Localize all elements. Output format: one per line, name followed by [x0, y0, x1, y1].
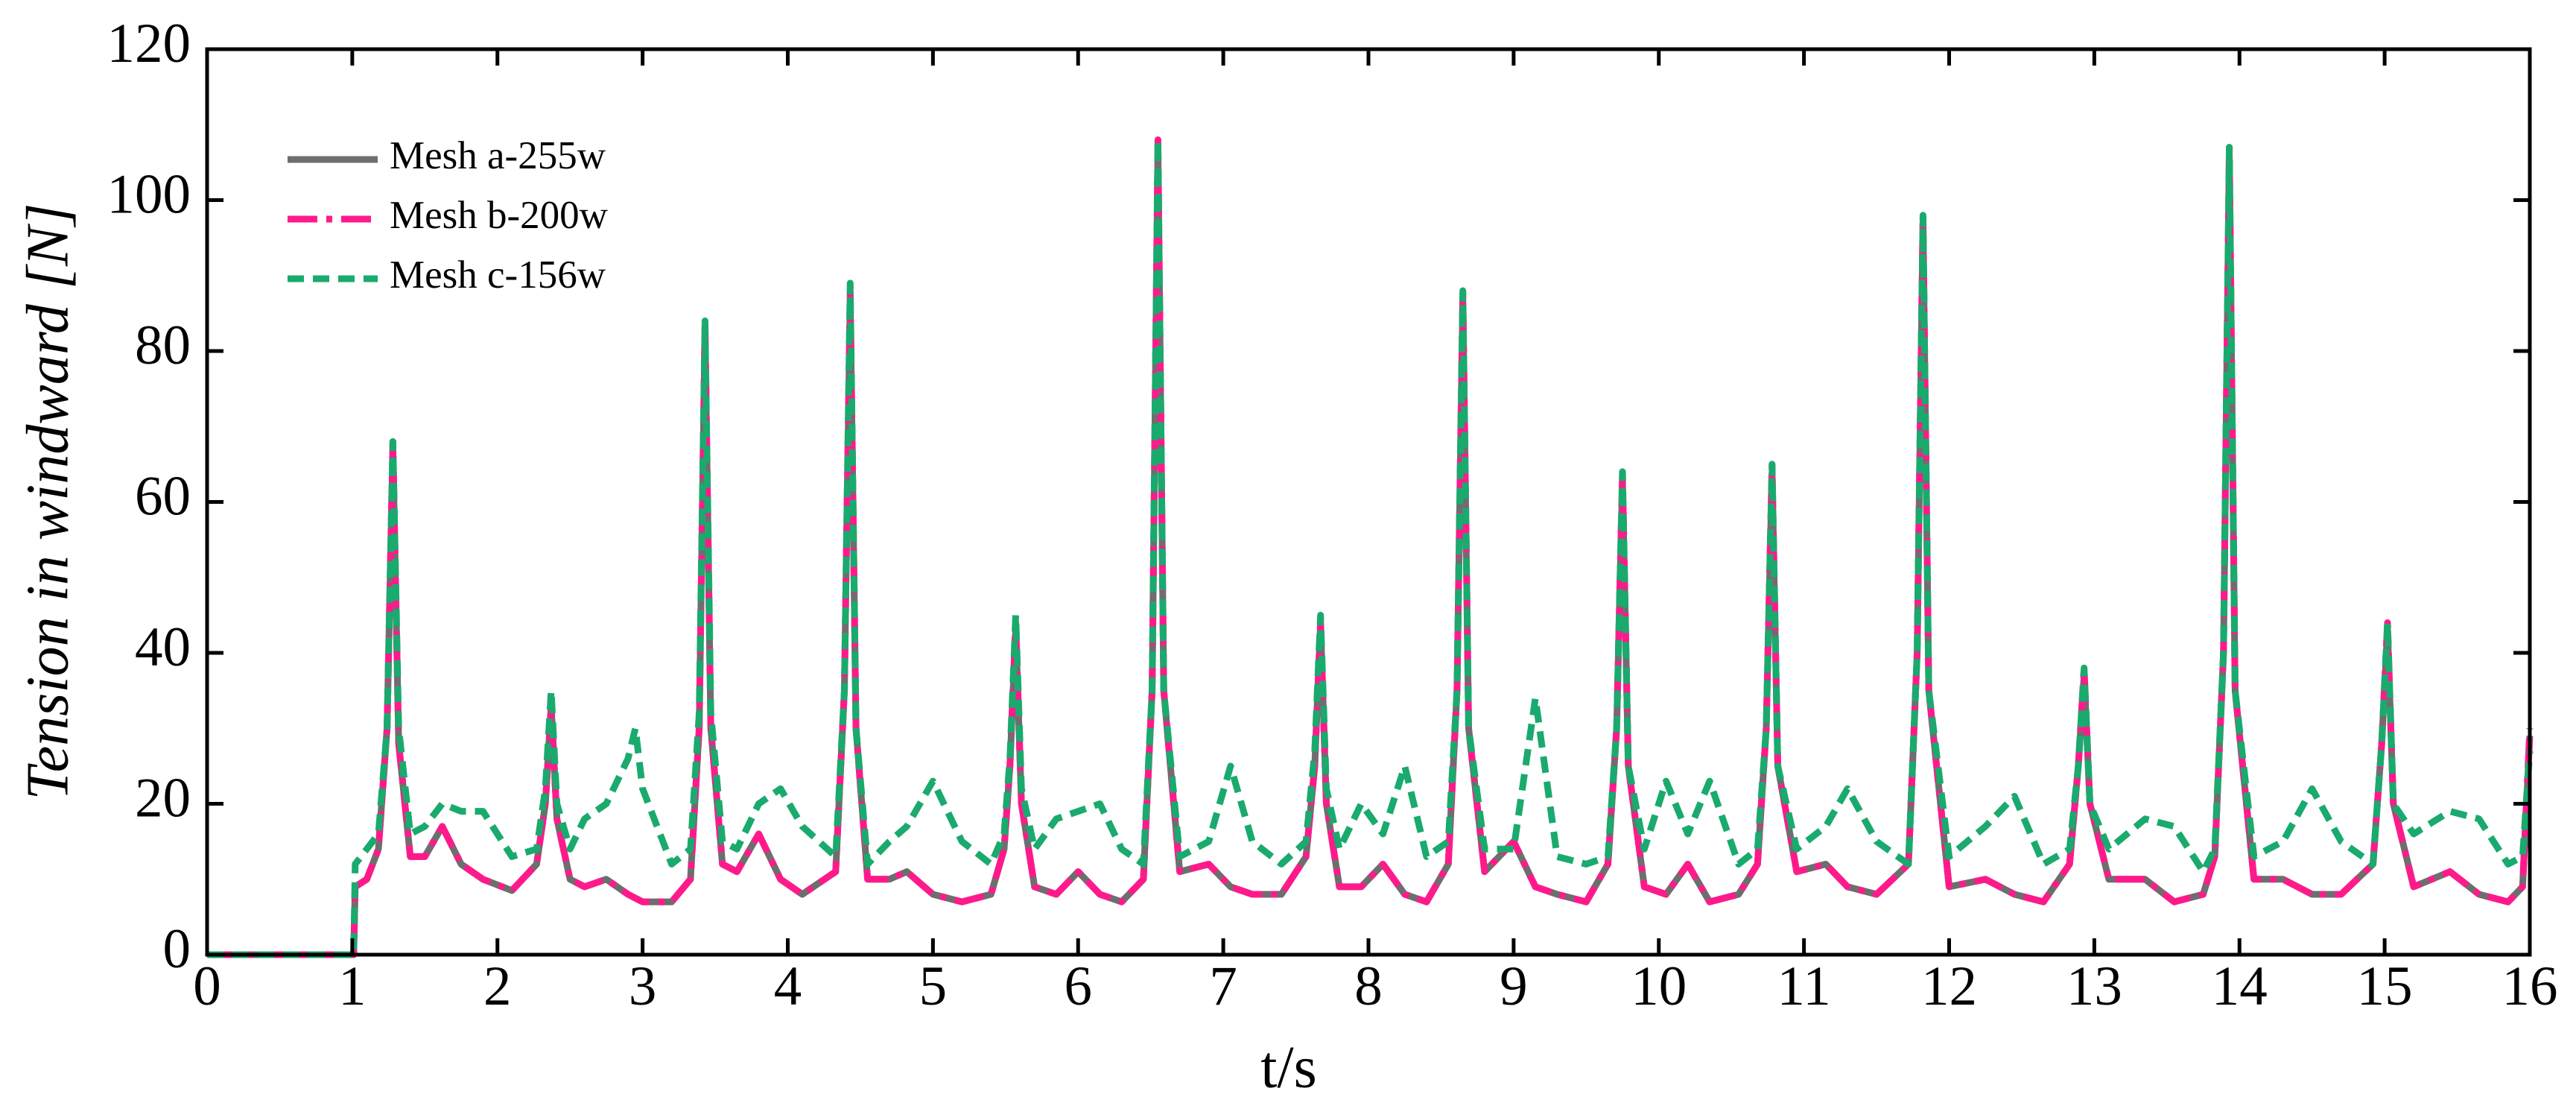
x-tick-label: 13 — [2066, 955, 2122, 1017]
y-tick-label: 0 — [163, 918, 191, 980]
data-line — [207, 136, 2534, 958]
x-tick-label: 16 — [2502, 955, 2558, 1017]
x-tick-label: 3 — [629, 955, 657, 1017]
x-tick-label: 0 — [193, 955, 221, 1017]
x-tick-label: 15 — [2357, 955, 2413, 1017]
y-tick-label: 40 — [135, 616, 191, 678]
x-tick-label: 12 — [1921, 955, 1977, 1017]
legend-label: Mesh a-255w — [390, 134, 606, 177]
x-tick-label: 10 — [1631, 955, 1687, 1017]
y-tick-label: 120 — [107, 13, 191, 75]
x-tick-label: 1 — [338, 955, 367, 1017]
x-tick-label: 14 — [2212, 955, 2268, 1017]
y-tick-label: 60 — [135, 466, 191, 528]
y-tick-label: 80 — [135, 315, 191, 376]
x-tick-label: 8 — [1354, 955, 1383, 1017]
x-tick-label: 4 — [774, 955, 802, 1017]
x-tick-label: 2 — [483, 955, 512, 1017]
y-axis-label: Tension in windward [N] — [15, 203, 80, 800]
x-tick-label: 9 — [1500, 955, 1528, 1017]
legend-label: Mesh c-156w — [390, 253, 606, 297]
y-tick-label: 100 — [107, 164, 191, 226]
x-tick-label: 6 — [1065, 955, 1093, 1017]
x-tick-label: 5 — [919, 955, 948, 1017]
x-axis-label: t/s — [1260, 1034, 1317, 1100]
legend-label: Mesh b-200w — [390, 194, 609, 237]
x-tick-label: 11 — [1777, 955, 1831, 1017]
data-line — [207, 136, 2534, 958]
x-tick-label: 7 — [1209, 955, 1237, 1017]
y-tick-label: 20 — [135, 768, 191, 829]
